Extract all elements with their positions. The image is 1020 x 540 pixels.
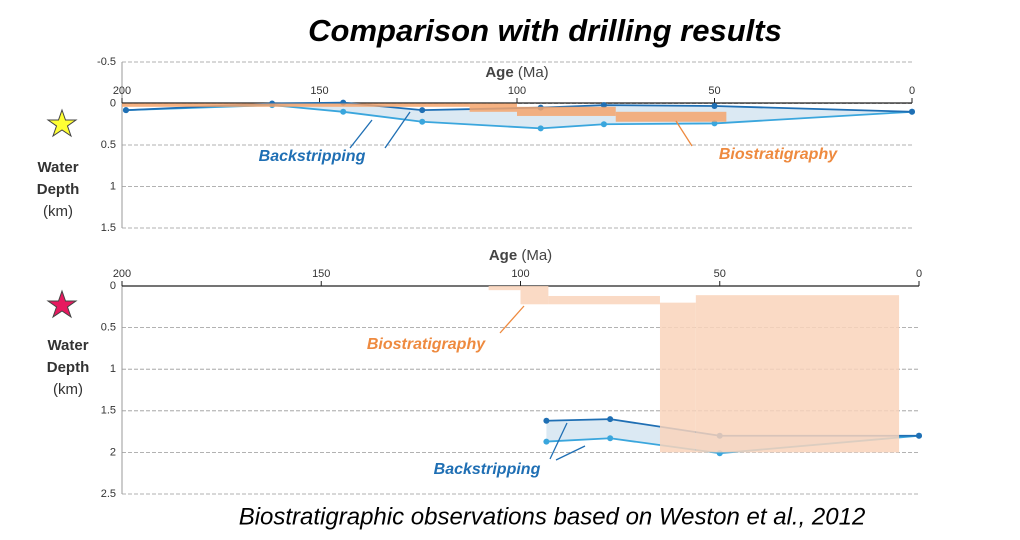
x-label-bold: Age xyxy=(489,247,517,264)
pointer xyxy=(499,305,525,334)
x-label-unit: (Ma) xyxy=(518,64,549,81)
x-label-bold: Age xyxy=(485,64,513,81)
x-tick-label: 150 xyxy=(310,85,328,97)
x-tick-label: 200 xyxy=(113,85,131,97)
point xyxy=(916,432,922,439)
point xyxy=(419,118,426,125)
biostratigraphy-range xyxy=(517,106,616,116)
x-tick-label: 0 xyxy=(909,85,915,97)
pointer xyxy=(549,422,568,460)
y-axis-label: Depth xyxy=(47,359,90,376)
y-tick-label: 2.5 xyxy=(101,488,116,500)
biostratigraphy-range xyxy=(469,103,517,112)
y-axis-label: (km) xyxy=(43,203,73,220)
point xyxy=(419,107,426,114)
biostratigraphy-range xyxy=(122,103,470,107)
biostratigraphy-range xyxy=(548,295,660,305)
point xyxy=(537,125,544,132)
star-icon xyxy=(46,289,78,319)
point xyxy=(340,108,347,115)
y-axis-label: (km) xyxy=(53,381,83,398)
point xyxy=(600,121,607,128)
biostratigraphy-range xyxy=(615,111,727,122)
y-tick-label: 1.5 xyxy=(101,405,116,417)
series-label: Biostratigraphy xyxy=(719,146,838,163)
pointer xyxy=(349,119,373,149)
y-tick-label: 1.5 xyxy=(101,222,116,234)
biostratigraphy-range xyxy=(659,302,696,453)
series-label: Biostratigraphy xyxy=(367,336,486,353)
x-tick-label: 100 xyxy=(508,85,526,97)
y-tick-label: 0 xyxy=(110,97,116,109)
y-tick-label: 2 xyxy=(110,446,116,458)
x-label-unit: (Ma) xyxy=(521,247,552,264)
y-axis-label: Depth xyxy=(37,181,80,198)
pointer xyxy=(555,445,586,461)
point xyxy=(711,120,718,127)
point xyxy=(543,438,550,445)
x-axis-label: Age (Ma) xyxy=(485,64,548,81)
biostratigraphy-range xyxy=(520,286,549,305)
x-tick-label: 0 xyxy=(916,268,922,280)
biostratigraphy-range xyxy=(488,286,521,291)
biostratigraphy-range xyxy=(695,295,900,453)
x-tick-label: 200 xyxy=(113,268,131,280)
x-tick-label: 50 xyxy=(708,85,720,97)
y-axis-label: Water xyxy=(47,337,88,354)
footnote: Biostratigraphic observations based on W… xyxy=(239,503,866,530)
point xyxy=(543,417,550,424)
title: Comparison with drilling results xyxy=(308,13,782,48)
x-tick-label: 50 xyxy=(714,268,726,280)
pointer xyxy=(384,111,411,149)
point xyxy=(711,102,718,109)
y-tick-label: 0 xyxy=(110,280,116,292)
y-tick-label: -0.5 xyxy=(97,56,116,68)
series-label: Backstripping xyxy=(259,148,366,165)
point xyxy=(607,416,614,423)
x-tick-label: 100 xyxy=(511,268,529,280)
point xyxy=(600,102,607,109)
y-tick-label: 0.5 xyxy=(101,322,116,334)
point xyxy=(909,108,915,115)
x-tick-label: 150 xyxy=(312,268,330,280)
point xyxy=(122,107,129,114)
star-icon xyxy=(46,108,78,138)
y-tick-label: 1 xyxy=(110,363,116,375)
pointer xyxy=(675,120,693,147)
series-label: Backstripping xyxy=(434,461,541,478)
y-tick-label: 1 xyxy=(110,180,116,192)
y-axis-label: Water xyxy=(37,159,78,176)
x-axis-label: Age (Ma) xyxy=(489,247,552,264)
point xyxy=(607,435,614,442)
y-tick-label: 0.5 xyxy=(101,139,116,151)
